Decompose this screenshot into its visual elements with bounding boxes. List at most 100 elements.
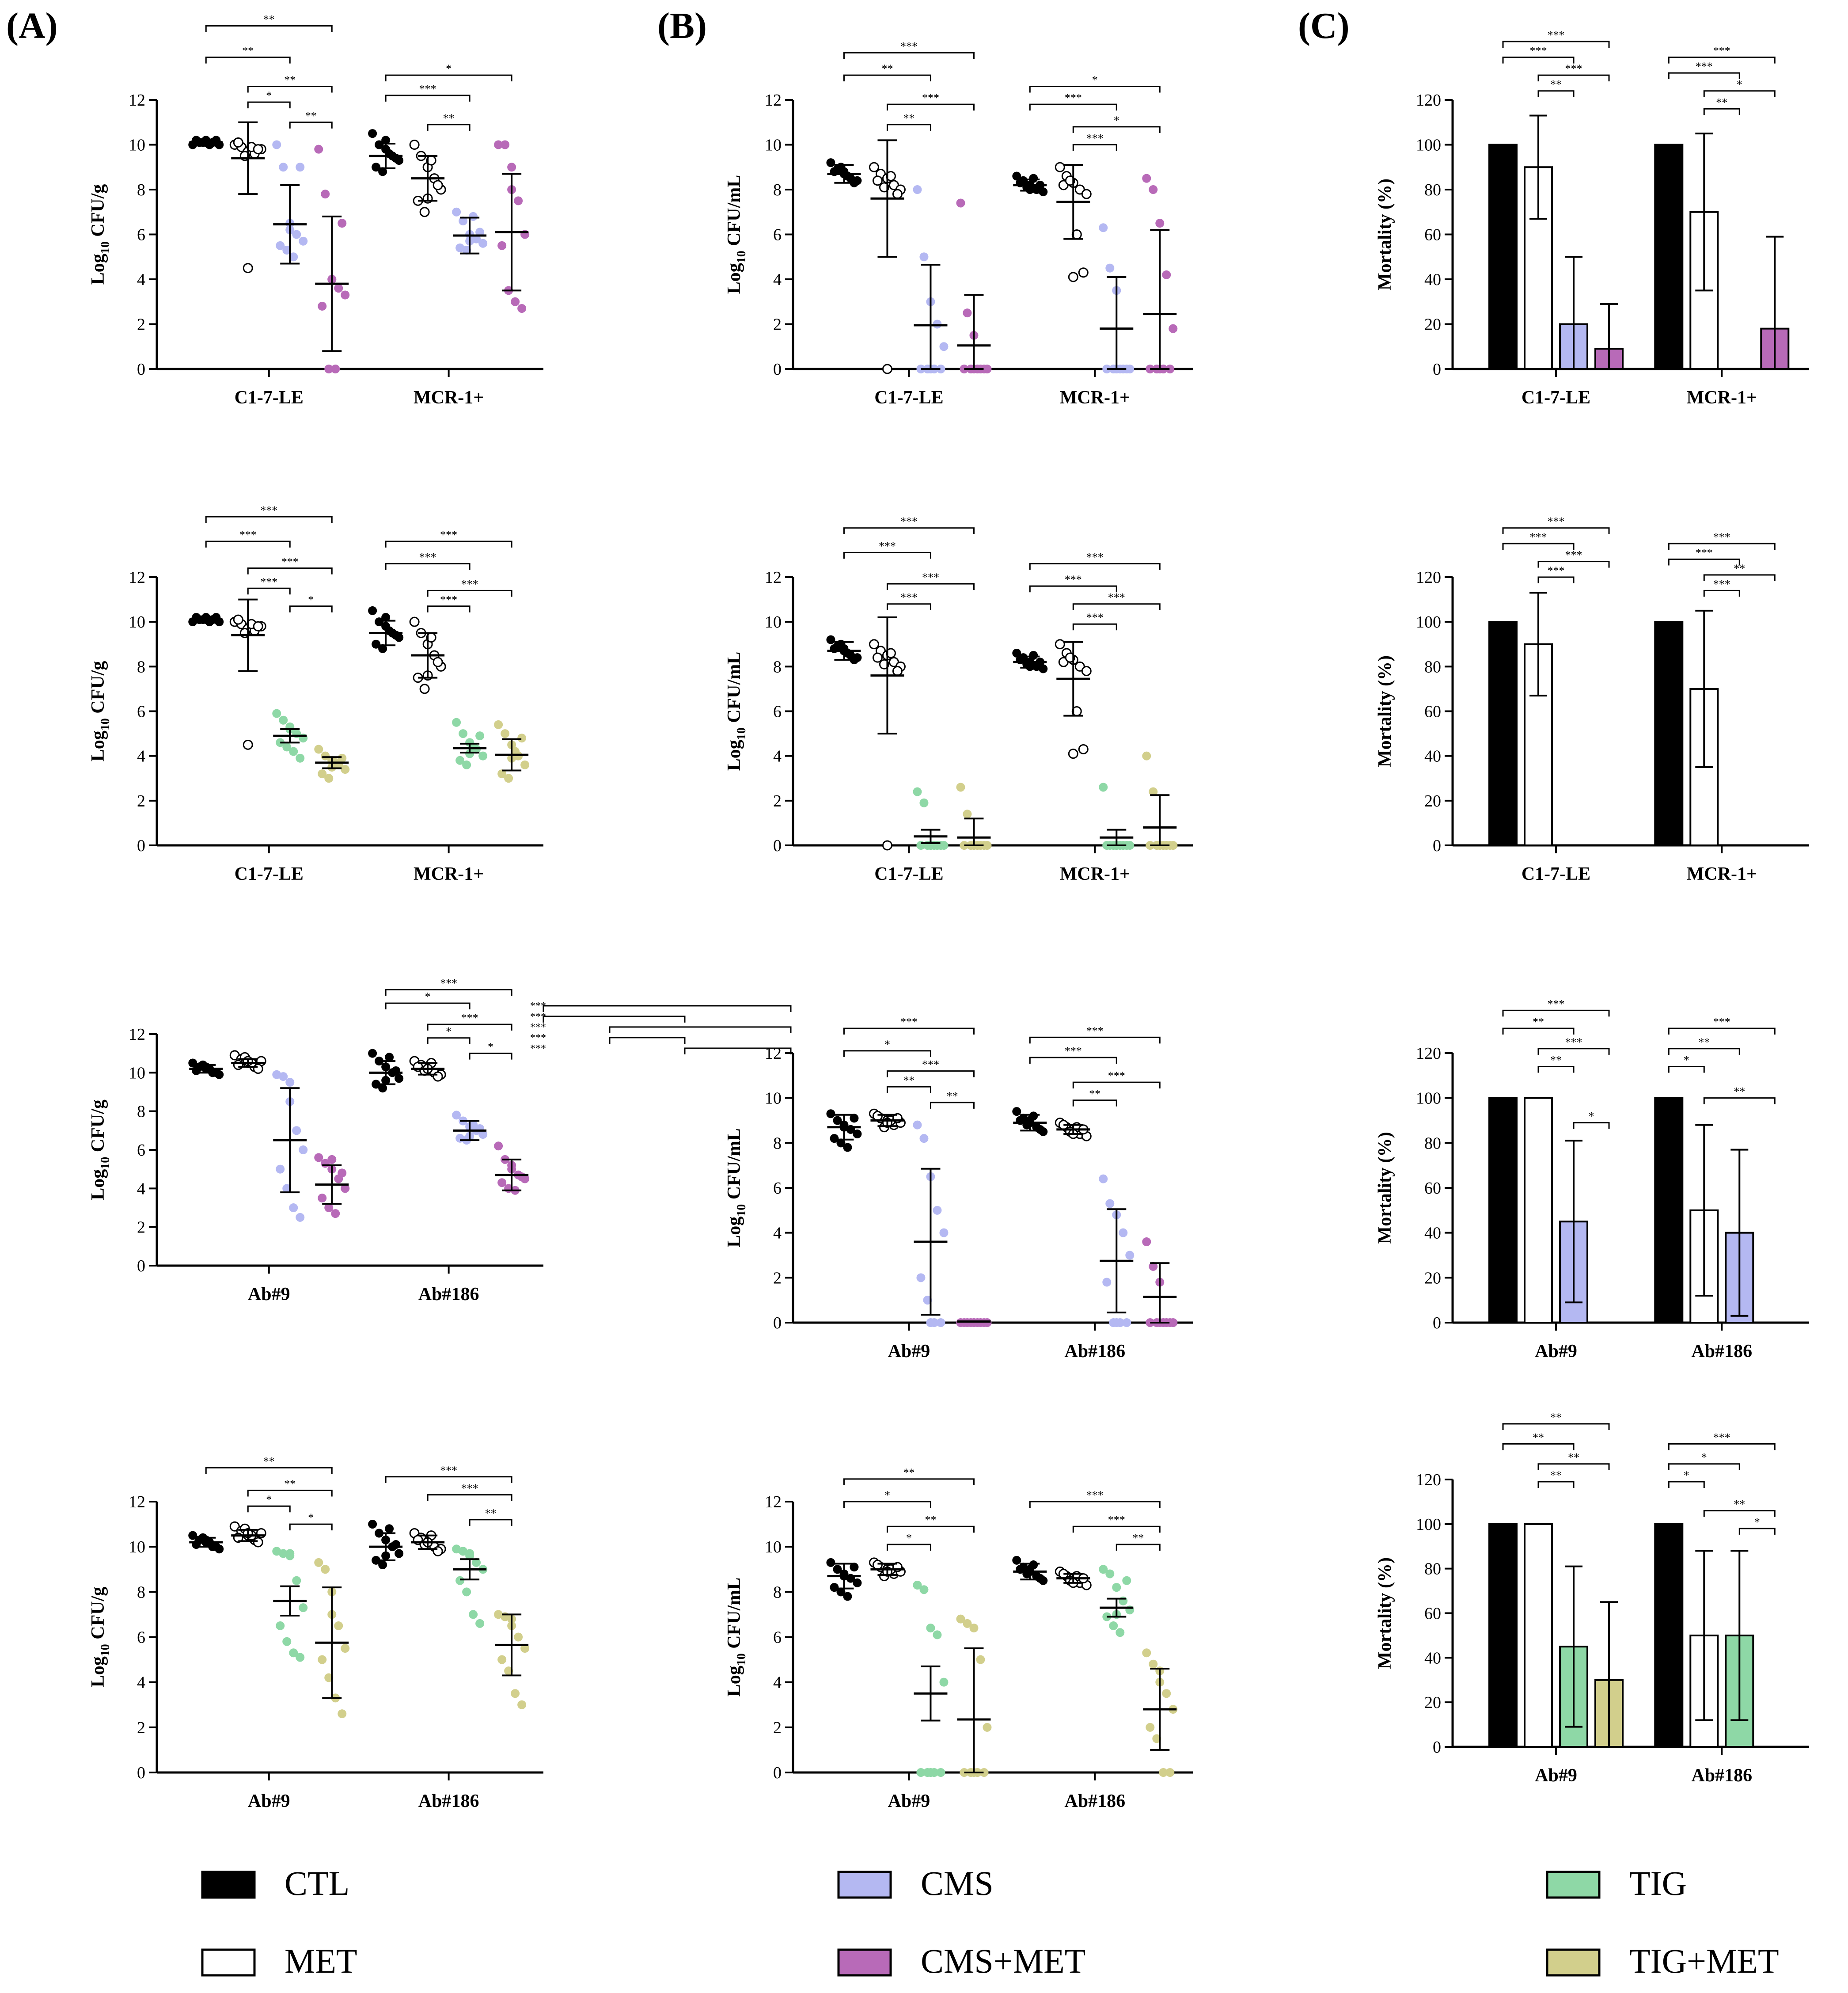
legend-label-met: MET [285,1942,357,1980]
data-point [289,1648,298,1658]
significance-label: * [1737,78,1742,91]
data-point [1029,651,1038,660]
significance-bracket [886,603,931,610]
significance-bracket [247,567,333,574]
data-point [1159,1768,1168,1777]
significance-label: *** [1108,1514,1125,1526]
x-tick-label: Ab#9 [888,1341,930,1362]
data-point [872,175,883,186]
data-point [963,1619,972,1628]
significance-bracket [469,1053,512,1060]
data-point [289,1203,298,1212]
data-point [1109,1621,1118,1630]
data-point [1165,365,1175,373]
significance-label: *** [440,1464,457,1477]
data-point [455,1576,465,1585]
data-point [1078,744,1089,754]
y-tick-label: 0 [1433,360,1441,379]
data-point [497,1178,507,1187]
x-tick-label: Ab#9 [248,1284,290,1305]
data-point [276,1164,285,1174]
data-point [517,734,527,743]
significance-label: ** [1734,562,1745,575]
y-tick-label: 10 [129,1538,145,1556]
data-point [913,1120,922,1130]
y-tick-label: 6 [773,703,782,721]
significance-bracket [886,124,931,131]
significance-bracket [385,563,471,570]
data-point [276,1621,285,1630]
data-point [892,666,903,676]
y-tick-label: 8 [773,1583,782,1601]
data-point [826,635,835,644]
significance-label: *** [1696,60,1713,73]
data-point [497,241,507,250]
data-point [188,1531,197,1540]
significance-label: ** [305,110,317,122]
significance-bracket [247,86,333,93]
legend-swatch-tig [1546,1871,1601,1899]
data-point [1036,1574,1045,1583]
significance-bracket [1668,559,1740,566]
data-point [833,1116,842,1125]
data-point [507,163,516,172]
data-point [318,1655,327,1664]
data-point [1146,1723,1155,1732]
significance-bracket [1502,527,1610,534]
significance-label: *** [419,83,436,95]
legend-label-tig: TIG [1629,1864,1687,1902]
x-tick-label: Ab#9 [888,1791,930,1811]
significance-label: ** [1550,1054,1562,1067]
bar [1654,1097,1684,1324]
y-tick-label: 2 [773,1719,782,1737]
significance-bracket [469,1519,512,1526]
data-point [314,1558,323,1567]
y-tick-label: 4 [773,270,782,289]
y-tick-label: 2 [137,1218,145,1237]
y-tick-label: 12 [765,1044,782,1063]
x-tick-label: Ab#9 [1535,1765,1577,1786]
significance-label: ** [242,45,254,57]
data-point [478,751,488,761]
data-point [334,1621,343,1630]
significance-bracket [930,1102,975,1109]
data-point [282,742,292,752]
significance-label: ** [1089,1088,1100,1100]
y-tick-label: 12 [129,1493,145,1511]
significance-bracket [427,124,471,131]
significance-label: ** [284,74,296,87]
significance-bracket [886,1525,975,1533]
data-point [916,1273,926,1282]
significance-label: *** [1565,62,1582,75]
significance-bracket [385,95,471,102]
y-tick-label: 0 [137,1764,145,1782]
significance-bracket [1029,1036,1161,1044]
significance-bracket [609,1037,686,1044]
data-point [409,616,420,627]
significance-label: *** [461,578,478,590]
data-point [321,190,330,199]
data-point [963,308,972,318]
y-tick-label: 12 [765,1493,782,1511]
significance-label: ** [946,1090,958,1103]
significance-label: *** [1086,1024,1104,1037]
significance-label: *** [419,551,436,564]
data-point [850,1114,859,1123]
y-tick-label: 8 [137,1583,145,1601]
significance-label: ** [1568,1451,1579,1464]
data-point [433,180,443,190]
data-point [372,163,381,172]
significance-bracket [427,1037,471,1044]
data-point [882,364,892,374]
significance-bracket [886,1070,975,1077]
y-tick-label: 12 [129,1025,145,1044]
data-point [233,137,243,148]
data-point [1078,267,1089,278]
data-point [1012,171,1021,181]
significance-bracket [684,1047,792,1054]
significance-bracket [427,1023,512,1031]
significance-bracket [1072,1081,1161,1089]
x-tick-label: Ab#186 [1064,1341,1125,1362]
y-tick-label: 10 [765,1538,782,1556]
significance-bracket [247,1489,333,1497]
